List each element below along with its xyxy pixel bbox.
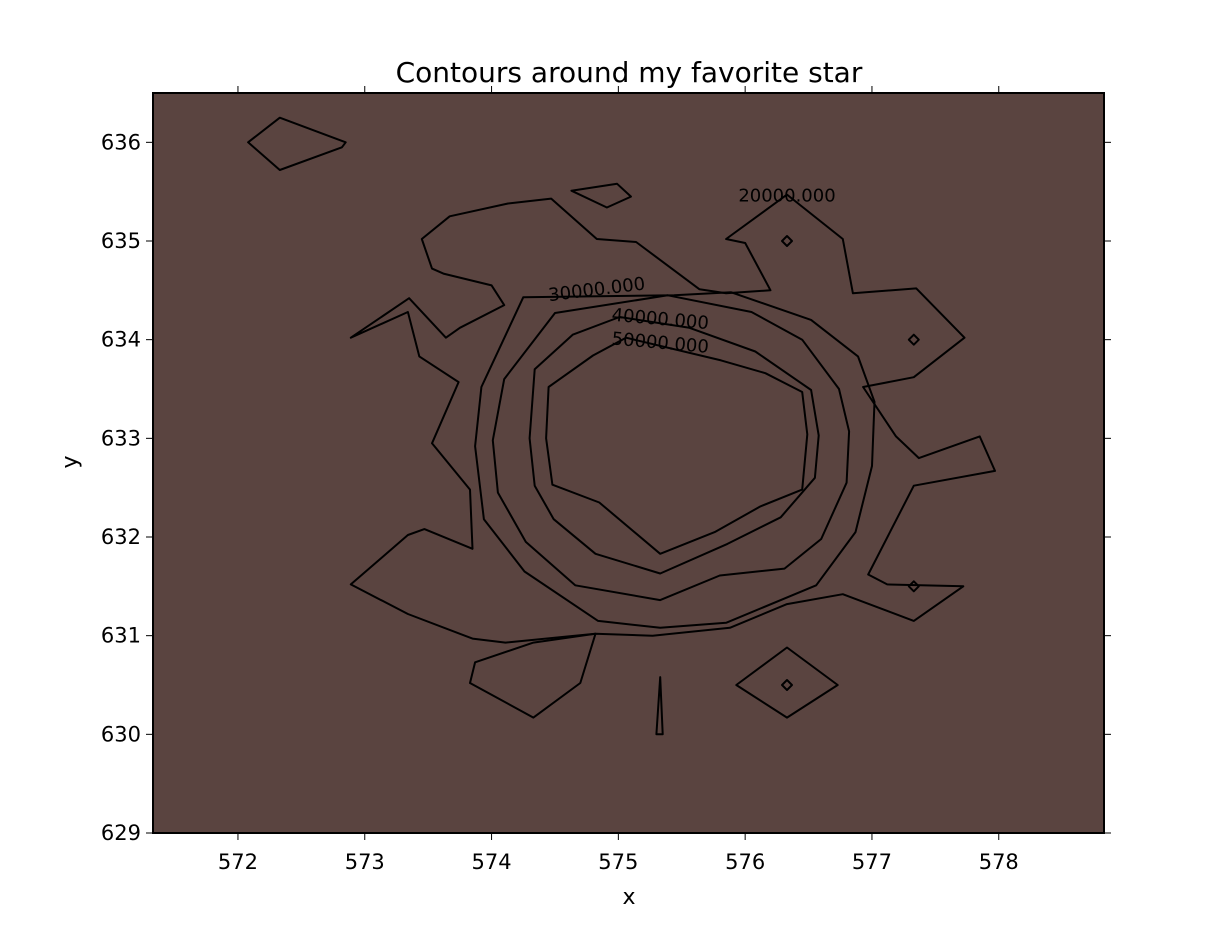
contour-region-20000-9 bbox=[655, 676, 664, 736]
y-tick-label-635: 635 bbox=[101, 229, 141, 253]
contour-marker-0 bbox=[781, 235, 793, 247]
contour-marker-3 bbox=[781, 679, 793, 691]
y-axis-label: y bbox=[58, 455, 83, 468]
y-tick-label-629: 629 bbox=[101, 821, 141, 845]
x-axis-label: x bbox=[622, 885, 635, 910]
x-tick-label-573: 573 bbox=[345, 850, 385, 874]
contour-marker-1 bbox=[907, 333, 920, 346]
x-tick-label-574: 574 bbox=[472, 850, 512, 874]
x-tick-label-572: 572 bbox=[218, 850, 258, 874]
chart-title: Contours around my favorite star bbox=[396, 56, 863, 89]
contour-region-30000-6 bbox=[491, 294, 851, 602]
contour-region-20000-0 bbox=[474, 291, 876, 629]
contour-region-20000-1 bbox=[247, 116, 347, 171]
y-tick-label-634: 634 bbox=[101, 328, 141, 352]
plot-frame bbox=[152, 92, 1105, 834]
x-tick-label-576: 576 bbox=[725, 850, 765, 874]
contour-region-40000-7 bbox=[528, 316, 820, 575]
contour-region-50000-8 bbox=[545, 336, 809, 555]
contour-region-20000-3 bbox=[349, 193, 996, 644]
y-tick-label-632: 632 bbox=[101, 525, 141, 549]
y-tick-label-636: 636 bbox=[101, 130, 141, 154]
contour-markers bbox=[781, 235, 920, 691]
contour-region-20000-4 bbox=[469, 632, 597, 719]
contour-marker-2 bbox=[907, 580, 920, 593]
x-tick-label-577: 577 bbox=[852, 850, 892, 874]
plot-background bbox=[153, 93, 1104, 833]
x-tick-label-575: 575 bbox=[598, 850, 638, 874]
contour-label-0: 20000.000 bbox=[738, 186, 835, 207]
contour-regions bbox=[247, 116, 996, 736]
y-axis-ticks: 629 630 631 632 633 634 635 636 bbox=[101, 130, 1111, 845]
contour-region-20000-5 bbox=[735, 646, 839, 719]
y-tick-label-630: 630 bbox=[101, 722, 141, 746]
y-tick-label-633: 633 bbox=[101, 426, 141, 450]
y-tick-label-631: 631 bbox=[101, 624, 141, 648]
x-tick-label-578: 578 bbox=[979, 850, 1019, 874]
contour-region-20000-2 bbox=[570, 182, 632, 209]
x-axis-ticks: 572 573 574 575 576 577 578 bbox=[218, 86, 1019, 874]
